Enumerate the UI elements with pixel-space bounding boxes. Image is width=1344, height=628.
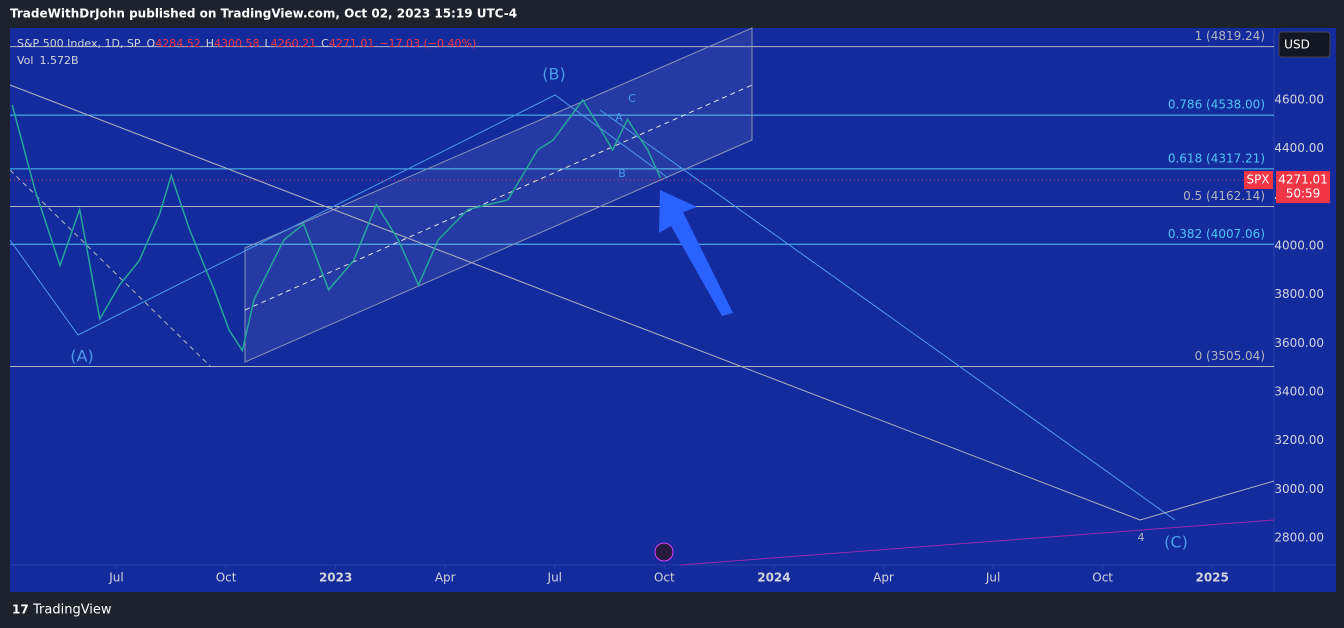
legend: S&P 500 Index, 1D, SP O4284.52 H4300.58 L42… <box>17 35 481 69</box>
legend-key: O <box>146 37 156 50</box>
trend-line-grey <box>9 84 1275 521</box>
symbol-tag-text: SPX <box>1246 173 1269 187</box>
symbol-tag <box>1244 171 1273 190</box>
wave-label: (B) <box>542 65 565 84</box>
legend-change: −17.03 (−0.40%) <box>379 37 477 50</box>
price-line <box>11 98 662 353</box>
wave-label: A <box>615 111 623 124</box>
x-tick-label: Apr <box>873 571 894 585</box>
wave-label: (A) <box>70 347 93 366</box>
x-tick-label: Jul <box>547 571 562 585</box>
x-tick-label: 2024 <box>757 571 790 585</box>
legend-value: 4300.58 <box>214 37 260 50</box>
price-tag <box>1276 171 1330 204</box>
legend-row: S&P 500 Index, 1D, SP O4284.52 H4300.58 L42… <box>17 35 481 52</box>
purple-line <box>679 519 1275 566</box>
legend-key: H <box>205 37 214 50</box>
wave-label: 4 <box>1138 531 1145 544</box>
wave-label: B <box>618 167 626 180</box>
fib-label: 0.618 (4317.21) <box>1168 151 1265 165</box>
wave-label: C <box>628 92 636 105</box>
y-tick-label: 3000.00 <box>1274 482 1324 496</box>
footer-logo: 17 <box>12 603 29 617</box>
legend-symbol: S&P 500 Index, 1D, SP <box>17 37 141 50</box>
y-tick-label: 4400.00 <box>1274 141 1324 155</box>
x-tick-label: 2025 <box>1195 571 1228 585</box>
y-tick-label: 4600.00 <box>1274 93 1324 107</box>
x-tick-label: Oct <box>216 571 237 585</box>
fib-label: 0 (3505.04) <box>1195 349 1265 363</box>
legend-row: Vol 1.572B <box>17 52 481 69</box>
arrow <box>659 190 733 316</box>
legend-value: 4271.01 <box>328 37 375 50</box>
x-tick-label: Jul <box>108 571 123 585</box>
x-tick-label: Oct <box>1092 571 1113 585</box>
legend-key: C <box>321 37 329 50</box>
x-tick-label: Apr <box>435 571 456 585</box>
volume-value: 1.572B <box>39 54 79 67</box>
trend-line <box>599 109 1176 521</box>
volume-label: Vol <box>17 54 34 67</box>
header-title: TradeWithDrJohn published on TradingView… <box>10 7 517 21</box>
y-tick-label: 2800.00 <box>1274 530 1324 544</box>
fib-label: 1 (4819.24) <box>1195 29 1265 43</box>
price-tag-countdown: 50:59 <box>1286 187 1321 201</box>
plot-background <box>10 28 1336 592</box>
y-tick-label: 3800.00 <box>1274 287 1324 301</box>
legend-key: L <box>264 37 271 50</box>
dashed-line <box>9 169 211 367</box>
legend-value: 4284.52 <box>155 37 201 50</box>
x-tick-label: Jul <box>985 571 1000 585</box>
x-tick-label: Oct <box>654 571 675 585</box>
header-bar <box>0 0 1344 28</box>
currency-box[interactable] <box>1278 31 1331 58</box>
currency: USD <box>1284 38 1310 52</box>
event-icon[interactable] <box>654 542 674 562</box>
fib-label: 0.5 (4162.14) <box>1183 189 1265 203</box>
fib-label: 0.382 (4007.06) <box>1168 227 1265 241</box>
y-tick-label: 4000.00 <box>1274 239 1324 253</box>
fib-label: 0.786 (4538.00) <box>1168 98 1265 112</box>
y-tick-label: 3400.00 <box>1274 385 1324 399</box>
wave-label: (C) <box>1164 533 1188 552</box>
price-tag-value: 4271.01 <box>1278 173 1328 187</box>
legend-value: 4260.21 <box>270 37 317 50</box>
footer-brand: TradingView <box>32 603 112 618</box>
x-tick-label: 2023 <box>319 571 352 585</box>
channel-midline <box>244 84 753 311</box>
y-tick-label: 3200.00 <box>1274 433 1324 447</box>
wave-lines <box>9 94 669 336</box>
y-tick-label: 3600.00 <box>1274 336 1324 350</box>
footer-bar <box>0 592 1344 628</box>
